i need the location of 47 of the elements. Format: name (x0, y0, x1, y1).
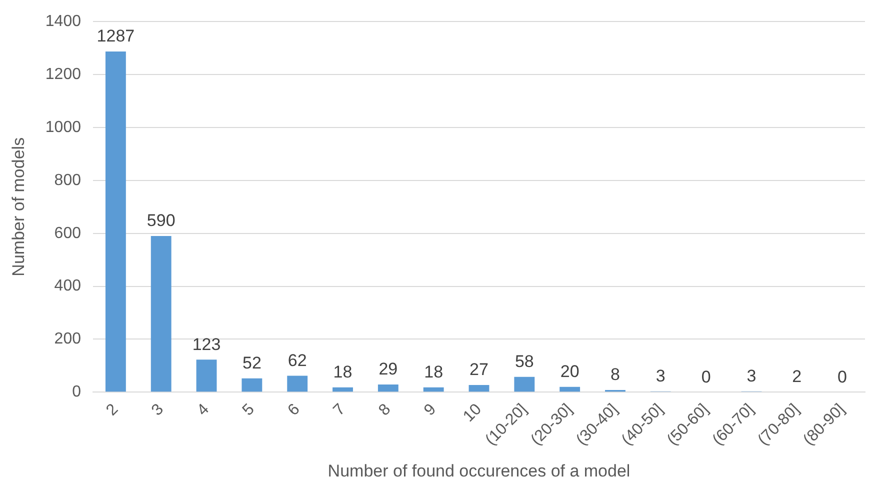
data-label: 2 (792, 366, 802, 386)
bar (560, 386, 580, 392)
data-label: 0 (838, 367, 848, 386)
x-tick-label: 6 (284, 400, 304, 420)
y-tick-label: 1400 (45, 13, 82, 30)
x-tick-label: 3 (148, 400, 168, 420)
data-label: 62 (288, 350, 307, 370)
data-label: 1287 (96, 26, 135, 46)
x-tick-label: 9 (421, 400, 440, 420)
y-tick-label: 600 (54, 224, 82, 242)
bar (196, 360, 217, 392)
data-label: 0 (701, 367, 711, 386)
data-label: 3 (656, 366, 666, 386)
x-tick-label: 4 (194, 400, 213, 420)
bar (150, 236, 172, 392)
y-tick-label: 1200 (45, 66, 82, 83)
data-label: 27 (470, 360, 488, 380)
y-axis-title: Number of models (8, 137, 28, 276)
data-label: 8 (610, 365, 620, 384)
bar (378, 384, 398, 392)
y-tick-label: 400 (54, 278, 82, 295)
bar (242, 378, 262, 392)
x-tick-label: 2 (103, 400, 122, 420)
data-label: 590 (146, 211, 176, 230)
bar (287, 376, 308, 392)
bar (514, 376, 535, 392)
data-label: 20 (560, 362, 580, 382)
x-tick-label: 7 (330, 400, 349, 420)
x-axis-title: Number of found occurences of a model (328, 461, 630, 480)
data-label: 18 (333, 362, 352, 382)
bar (332, 387, 353, 392)
y-tick-label: 0 (72, 384, 82, 401)
y-tick-label: 200 (54, 330, 82, 348)
data-label: 29 (378, 360, 398, 379)
data-label: 3 (746, 366, 756, 386)
y-tick-label: 800 (54, 172, 82, 189)
x-tick-label: 5 (240, 400, 258, 420)
bar (105, 52, 126, 392)
data-label: 123 (192, 334, 221, 354)
x-tick-label: 10 (460, 400, 486, 426)
data-label: 52 (242, 354, 262, 373)
data-label: 58 (514, 352, 534, 372)
bar (468, 385, 490, 392)
y-tick-label: 1000 (45, 118, 82, 136)
data-label: 18 (424, 362, 444, 382)
bar (423, 387, 444, 392)
x-tick-label: 8 (376, 400, 394, 420)
